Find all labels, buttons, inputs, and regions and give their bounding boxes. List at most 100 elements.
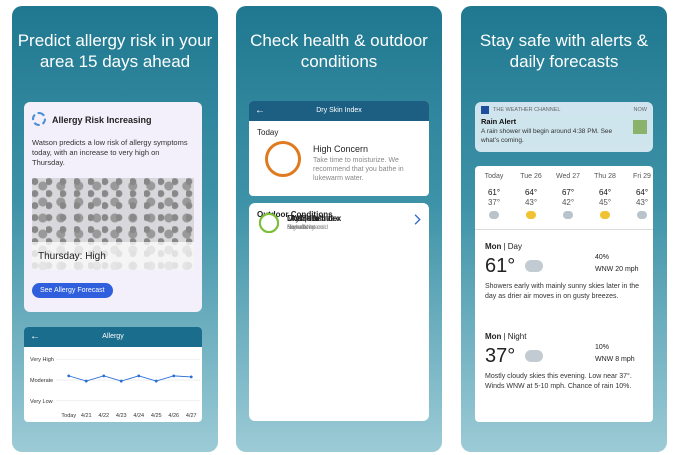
- chart-header: Allergy: [24, 327, 202, 347]
- day-column: Wed 27 67° 42°: [549, 172, 587, 219]
- app-icon: [481, 106, 489, 114]
- back-arrow[interactable]: ←: [30, 331, 40, 342]
- forecast-button[interactable]: See Allergy Forecast: [32, 283, 113, 298]
- pollen-image: Thursday: High: [32, 178, 194, 270]
- condition-status: High Concern: [287, 225, 324, 231]
- condition-status: Somewhat cold: [287, 225, 329, 231]
- condition-name: Umbrella Index: [287, 214, 341, 223]
- notification-text: A rain shower will begin around 4:38 PM.…: [481, 128, 613, 144]
- back-arrow[interactable]: ←: [255, 105, 265, 116]
- period-label: Mon | Day: [485, 242, 522, 251]
- allergy-card: Allergy Risk Increasing Watson predicts …: [24, 102, 202, 312]
- day-low: 43°: [635, 198, 649, 207]
- wind: WNW 8 mph: [595, 356, 635, 363]
- watson-icon: [32, 112, 46, 126]
- period-day: Mon: [485, 332, 502, 341]
- rain-chance: 10%: [595, 344, 610, 351]
- notification-time: NOW: [633, 107, 647, 113]
- allergy-chart-card: Allergy ← Very Low Moderate Very High Today…: [24, 327, 202, 422]
- headline: Check health & outdoor conditions: [250, 31, 428, 71]
- period-day: Mon: [485, 242, 502, 251]
- section-label: Today: [257, 128, 279, 137]
- point: [172, 374, 176, 378]
- weather-icon: [637, 211, 647, 219]
- y-tick-label: Very High: [30, 357, 54, 363]
- day-column: Today 61° 37°: [475, 172, 513, 219]
- day-label: Fri 29: [633, 173, 651, 180]
- detail-title: Dry Skin Index: [316, 107, 362, 114]
- period-part: | Day: [503, 242, 522, 251]
- day-low: 45°: [598, 198, 612, 207]
- panel: Check health & outdoor conditions Dry Sk…: [236, 6, 442, 452]
- allergy-chart: Very Low Moderate Very High Today 4/21 4/22 4/…: [30, 357, 200, 419]
- condition-name: Mosquito Index: [287, 214, 342, 223]
- period-icon: [525, 260, 543, 272]
- weather-icon: [600, 211, 610, 219]
- headline: Predict allergy risk in your area 15 day…: [17, 31, 213, 71]
- day-label: Today: [484, 173, 504, 180]
- map-thumb: [633, 120, 647, 134]
- status-icon: [265, 141, 301, 177]
- period-temp: 37°: [485, 345, 516, 367]
- point: [102, 374, 106, 378]
- card-title: Allergy Risk Increasing: [52, 115, 152, 125]
- rain-chance: 40%: [595, 254, 610, 261]
- day-low: 37°: [487, 198, 501, 207]
- status: High Concern: [313, 144, 369, 154]
- condition-status: Low: [287, 225, 299, 231]
- point: [189, 375, 193, 379]
- x-tick-label: 4/24: [133, 413, 144, 419]
- forecast-card: Today 61° 37° Tue 26 64° 43° Wed 27 67° 42° Thu 2…: [475, 166, 653, 422]
- x-tick-label: 4/27: [186, 413, 197, 419]
- y-tick-label: Moderate: [30, 378, 53, 384]
- outdoor-card: Outdoor Conditions Dry Skin Index High Co…: [249, 203, 429, 421]
- chevron: [410, 214, 421, 225]
- condition-status: No rain: [287, 225, 307, 231]
- period-text: Showers early with mainly sunny skies la…: [485, 283, 640, 300]
- day-label: Wed 27: [556, 173, 580, 180]
- day-column: Thu 28 64° 45°: [586, 172, 624, 219]
- point: [67, 374, 71, 378]
- detail-header: Dry Skin Index: [249, 101, 429, 121]
- day-high: 64°: [524, 188, 538, 197]
- day-low: 43°: [524, 198, 538, 207]
- x-tick-label: 4/21: [81, 413, 92, 419]
- allergy-line: [68, 375, 192, 382]
- condition-name: Dry Skin Index: [287, 214, 340, 223]
- outdoor-title: Outdoor Conditions: [257, 210, 333, 219]
- period-label: Mon | Night: [485, 332, 526, 341]
- weather-icon: [563, 211, 573, 219]
- weather-icon: [526, 211, 536, 219]
- day-label: Thu 28: [594, 173, 616, 180]
- point: [84, 379, 88, 383]
- period-icon: [525, 350, 543, 362]
- detail-card: Dry Skin Index ← Today High Concern Take…: [249, 101, 429, 196]
- point: [137, 374, 141, 378]
- day-high: 64°: [598, 188, 612, 197]
- day-column: Tue 26 64° 43°: [512, 172, 550, 219]
- day-column: Fri 29 64° 43°: [623, 172, 653, 219]
- condition-status: No activity: [287, 225, 315, 231]
- panel: Stay safe with alerts & daily forecasts …: [461, 6, 667, 452]
- y-tick-label: Very Low: [30, 399, 53, 405]
- x-tick-label: 4/25: [151, 413, 162, 419]
- day-low: 42°: [561, 198, 575, 207]
- x-tick-label: 4/26: [168, 413, 179, 419]
- point: [154, 379, 158, 383]
- notification[interactable]: THE WEATHER CHANNEL NOW Rain Alert A rai…: [475, 102, 653, 152]
- condition-name: Chill Index: [287, 214, 325, 223]
- day-label: Tue 26: [520, 173, 542, 180]
- period-part: | Night: [503, 332, 527, 341]
- day-high: 61°: [487, 188, 501, 197]
- panel: Predict allergy risk in your area 15 day…: [12, 6, 218, 452]
- image-label: Thursday: High: [38, 251, 106, 262]
- notification-title: Rain Alert: [481, 117, 517, 126]
- headline: Stay safe with alerts & daily forecasts: [479, 31, 649, 71]
- x-tick-label: 4/23: [116, 413, 127, 419]
- condition-icon: [259, 213, 279, 233]
- weather-icon: [489, 211, 499, 219]
- chart-title: Allergy: [102, 333, 124, 340]
- notification-app: THE WEATHER CHANNEL: [493, 107, 561, 113]
- daily-strip: [475, 166, 653, 230]
